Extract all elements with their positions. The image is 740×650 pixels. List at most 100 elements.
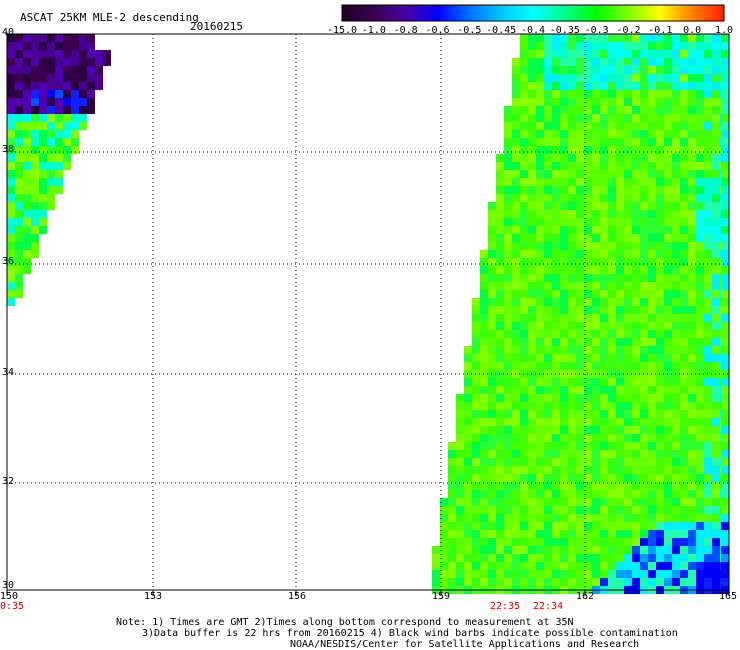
swath-cell xyxy=(592,82,600,90)
swath-cell xyxy=(504,338,512,346)
swath-cell xyxy=(608,106,616,114)
swath-cell xyxy=(632,458,640,466)
swath-cell xyxy=(496,562,504,570)
swath-cell xyxy=(528,122,536,130)
swath-cell xyxy=(664,66,672,74)
swath-cell xyxy=(560,274,568,282)
swath-cell xyxy=(608,410,616,418)
swath-cell xyxy=(23,162,31,170)
swath-cell xyxy=(504,354,512,362)
swath-cell xyxy=(632,138,640,146)
swath-cell xyxy=(552,482,560,490)
swath-cell xyxy=(640,418,648,426)
swath-cell xyxy=(512,362,520,370)
swath-cell xyxy=(688,266,696,274)
swath-cell xyxy=(520,402,528,410)
swath-cell xyxy=(560,306,568,314)
swath-cell xyxy=(544,394,552,402)
lon-label-150: 150 xyxy=(0,591,19,602)
swath-cell xyxy=(448,562,456,570)
swath-cell xyxy=(496,570,504,578)
swath-cell xyxy=(552,578,560,586)
swath-cell xyxy=(536,154,544,162)
swath-cell xyxy=(432,562,440,570)
swath-cell xyxy=(672,546,680,554)
swath-cell xyxy=(721,178,729,186)
swath-cell xyxy=(672,378,680,386)
swath-cell xyxy=(520,338,528,346)
swath-cell xyxy=(704,466,712,474)
swath-cell xyxy=(464,506,472,514)
swath-cell xyxy=(504,418,512,426)
swath-cell xyxy=(696,178,704,186)
swath-cell xyxy=(632,482,640,490)
swath-cell xyxy=(672,66,680,74)
swath-cell xyxy=(552,346,560,354)
swath-cell xyxy=(504,514,512,522)
swath-cell xyxy=(624,282,632,290)
swath-cell xyxy=(560,162,568,170)
swath-cell xyxy=(552,426,560,434)
swath-cell xyxy=(560,258,568,266)
swath-cell xyxy=(544,338,552,346)
swath-cell xyxy=(608,378,616,386)
swath-cell xyxy=(688,82,696,90)
swath-cell xyxy=(608,354,616,362)
swath-cell xyxy=(560,386,568,394)
swath-cell xyxy=(600,74,608,82)
swath-cell xyxy=(592,106,600,114)
swath-cell xyxy=(576,210,584,218)
swath-cell xyxy=(664,202,672,210)
swath-cell xyxy=(512,146,520,154)
swath-cell xyxy=(696,58,704,66)
swath-cell xyxy=(552,98,560,106)
swath-cell xyxy=(568,346,576,354)
swath-cell xyxy=(688,250,696,258)
swath-cell xyxy=(640,458,648,466)
swath-cell xyxy=(608,530,616,538)
swath-cell xyxy=(576,426,584,434)
swath-cell xyxy=(696,42,704,50)
swath-cell xyxy=(680,82,688,90)
swath-cell xyxy=(472,418,480,426)
swath-cell xyxy=(704,226,712,234)
swath-cell xyxy=(496,322,504,330)
swath-cell xyxy=(688,258,696,266)
swath-cell xyxy=(528,130,536,138)
swath-cell xyxy=(456,434,464,442)
swath-cell xyxy=(23,146,31,154)
swath-cell xyxy=(79,98,87,106)
swath-cell xyxy=(576,130,584,138)
swath-cell xyxy=(600,234,608,242)
swath-cell xyxy=(55,170,63,178)
swath-cell xyxy=(496,346,504,354)
swath-cell xyxy=(23,106,31,114)
swath-cell xyxy=(39,218,47,226)
swath-cell xyxy=(600,338,608,346)
lon-label-159: 159 xyxy=(432,591,451,602)
lat-label-40: 40 xyxy=(2,27,15,38)
swath-cell xyxy=(704,130,712,138)
swath-cell xyxy=(640,138,648,146)
swath-cell xyxy=(7,90,15,98)
swath-cell xyxy=(616,330,624,338)
swath-cell xyxy=(632,410,640,418)
swath-cell xyxy=(656,170,664,178)
swath-cell xyxy=(512,466,520,474)
swath-cell xyxy=(648,258,656,266)
swath-cell xyxy=(640,130,648,138)
swath-cell xyxy=(672,506,680,514)
swath-cell xyxy=(576,506,584,514)
swath-cell xyxy=(712,362,720,370)
swath-cell xyxy=(23,42,31,50)
swath-cell xyxy=(712,58,720,66)
swath-cell xyxy=(560,570,568,578)
swath-cell xyxy=(648,154,656,162)
swath-cell xyxy=(632,426,640,434)
swath-cell xyxy=(664,242,672,250)
swath-cell xyxy=(512,306,520,314)
swath-cell xyxy=(704,578,712,586)
swath-cell xyxy=(528,514,536,522)
swath-cell xyxy=(520,554,528,562)
swath-cell xyxy=(696,322,704,330)
